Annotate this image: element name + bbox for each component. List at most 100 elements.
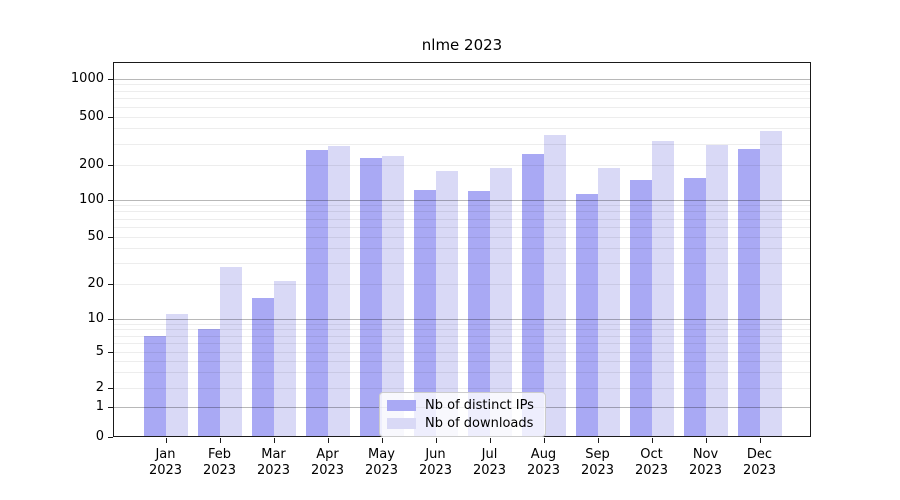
y-tick-label: 50 bbox=[87, 228, 104, 244]
bar-aug-distinct-ips bbox=[521, 154, 544, 437]
legend-label-distinct-ips: Nb of distinct IPs bbox=[425, 398, 534, 413]
bar-may-distinct-ips bbox=[359, 158, 382, 437]
y-tick-label: 200 bbox=[79, 157, 104, 172]
gridline-minor bbox=[113, 211, 811, 213]
bar-jul-downloads bbox=[489, 167, 512, 437]
y-tick-label: 100 bbox=[79, 191, 104, 207]
gridline-minor bbox=[113, 236, 811, 238]
bar-sep-distinct-ips bbox=[575, 193, 598, 437]
legend-box: Nb of distinct IPs Nb of downloads bbox=[379, 392, 546, 437]
bar-jun-downloads bbox=[435, 170, 458, 437]
y-tick-mark bbox=[108, 199, 113, 201]
bar-mar-distinct-ips bbox=[251, 298, 274, 437]
bar-jun-distinct-ips bbox=[413, 189, 436, 437]
gridline-minor bbox=[113, 128, 811, 130]
y-tick-mark bbox=[108, 78, 113, 80]
y-tick-mark bbox=[108, 236, 113, 238]
y-tick-label: 2 bbox=[95, 380, 104, 396]
gridline-minor bbox=[113, 360, 811, 362]
gridline-minor bbox=[113, 388, 811, 390]
bar-feb-downloads bbox=[219, 266, 242, 437]
y-tick-label: 1 bbox=[95, 399, 104, 415]
x-tick-mark bbox=[759, 438, 761, 443]
bar-sep-downloads bbox=[597, 168, 620, 437]
x-tick-label-apr: Apr 2023 bbox=[310, 447, 345, 478]
y-tick-label: 10 bbox=[87, 310, 104, 326]
bar-oct-distinct-ips bbox=[629, 179, 652, 437]
gridline-minor bbox=[113, 165, 811, 166]
y-tick-mark bbox=[108, 116, 113, 118]
bar-nov-downloads bbox=[705, 144, 728, 437]
bar-oct-downloads bbox=[651, 140, 674, 437]
legend-item-downloads: Nb of downloads bbox=[387, 416, 537, 431]
gridline-major bbox=[113, 199, 811, 201]
legend-swatch-distinct-ips bbox=[387, 400, 416, 411]
bar-aug-downloads bbox=[543, 134, 566, 437]
x-tick-mark bbox=[435, 438, 437, 443]
x-tick-mark bbox=[705, 438, 707, 443]
gridline-major bbox=[113, 318, 811, 320]
y-tick-label: 500 bbox=[79, 108, 104, 124]
gridline-minor bbox=[113, 351, 811, 353]
gridline-minor bbox=[113, 98, 811, 100]
gridline-minor bbox=[113, 143, 811, 145]
y-tick-mark bbox=[108, 351, 113, 353]
x-tick-mark bbox=[543, 438, 545, 443]
gridline-minor bbox=[113, 218, 811, 220]
x-tick-mark bbox=[651, 438, 653, 443]
gridline-minor bbox=[113, 372, 811, 374]
gridline-minor bbox=[113, 205, 811, 207]
gridline-minor bbox=[113, 116, 811, 118]
bar-jul-distinct-ips bbox=[467, 191, 490, 437]
y-tick-mark bbox=[108, 388, 113, 390]
bar-apr-downloads bbox=[327, 145, 350, 437]
bar-jan-downloads bbox=[165, 313, 188, 437]
gridline-minor bbox=[113, 106, 811, 108]
y-tick-mark bbox=[108, 284, 113, 285]
y-tick-label: 1000 bbox=[70, 70, 104, 86]
x-tick-label-dec: Dec 2023 bbox=[742, 447, 777, 478]
gridline-minor bbox=[113, 329, 811, 331]
gridline-minor bbox=[113, 248, 811, 250]
gridline-minor bbox=[113, 226, 811, 228]
x-tick-label-may: May 2023 bbox=[364, 447, 399, 478]
legend-swatch-downloads bbox=[387, 418, 416, 429]
x-tick-label-nov: Nov 2023 bbox=[688, 447, 723, 478]
gridline-minor bbox=[113, 323, 811, 325]
y-tick-mark bbox=[108, 407, 113, 409]
bar-may-downloads bbox=[381, 156, 404, 437]
bar-mar-downloads bbox=[273, 281, 296, 437]
x-tick-label-sep: Sep 2023 bbox=[580, 447, 615, 478]
gridline-minor bbox=[113, 284, 811, 285]
x-tick-label-aug: Aug 2023 bbox=[526, 447, 561, 478]
gridline-minor bbox=[113, 263, 811, 265]
gridline-minor bbox=[113, 90, 811, 92]
x-tick-mark bbox=[381, 438, 383, 443]
legend-item-distinct-ips: Nb of distinct IPs bbox=[387, 398, 537, 413]
x-tick-label-feb: Feb 2023 bbox=[202, 447, 237, 478]
gridline-minor bbox=[113, 84, 811, 86]
x-tick-label-jul: Jul 2023 bbox=[472, 447, 507, 478]
y-tick-mark bbox=[108, 165, 113, 166]
bar-feb-distinct-ips bbox=[197, 329, 220, 437]
x-tick-label-mar: Mar 2023 bbox=[256, 447, 291, 478]
gridline-minor bbox=[113, 343, 811, 345]
y-tick-mark bbox=[108, 437, 113, 438]
bar-apr-distinct-ips bbox=[305, 150, 328, 437]
gridline-minor bbox=[113, 335, 811, 337]
x-tick-label-jun: Jun 2023 bbox=[418, 447, 453, 478]
bar-nov-distinct-ips bbox=[683, 178, 706, 437]
x-tick-label-jan: Jan 2023 bbox=[148, 447, 183, 478]
chart-title: nlme 2023 bbox=[421, 36, 503, 54]
bar-dec-distinct-ips bbox=[737, 149, 760, 437]
gridline-major bbox=[113, 78, 811, 80]
y-tick-label: 20 bbox=[87, 276, 104, 291]
x-tick-mark bbox=[597, 438, 599, 443]
x-tick-mark bbox=[273, 438, 275, 443]
x-tick-mark bbox=[219, 438, 221, 443]
x-tick-mark bbox=[489, 438, 491, 443]
y-tick-mark bbox=[108, 318, 113, 320]
y-tick-label: 5 bbox=[95, 343, 104, 359]
bar-dec-downloads bbox=[759, 131, 782, 437]
